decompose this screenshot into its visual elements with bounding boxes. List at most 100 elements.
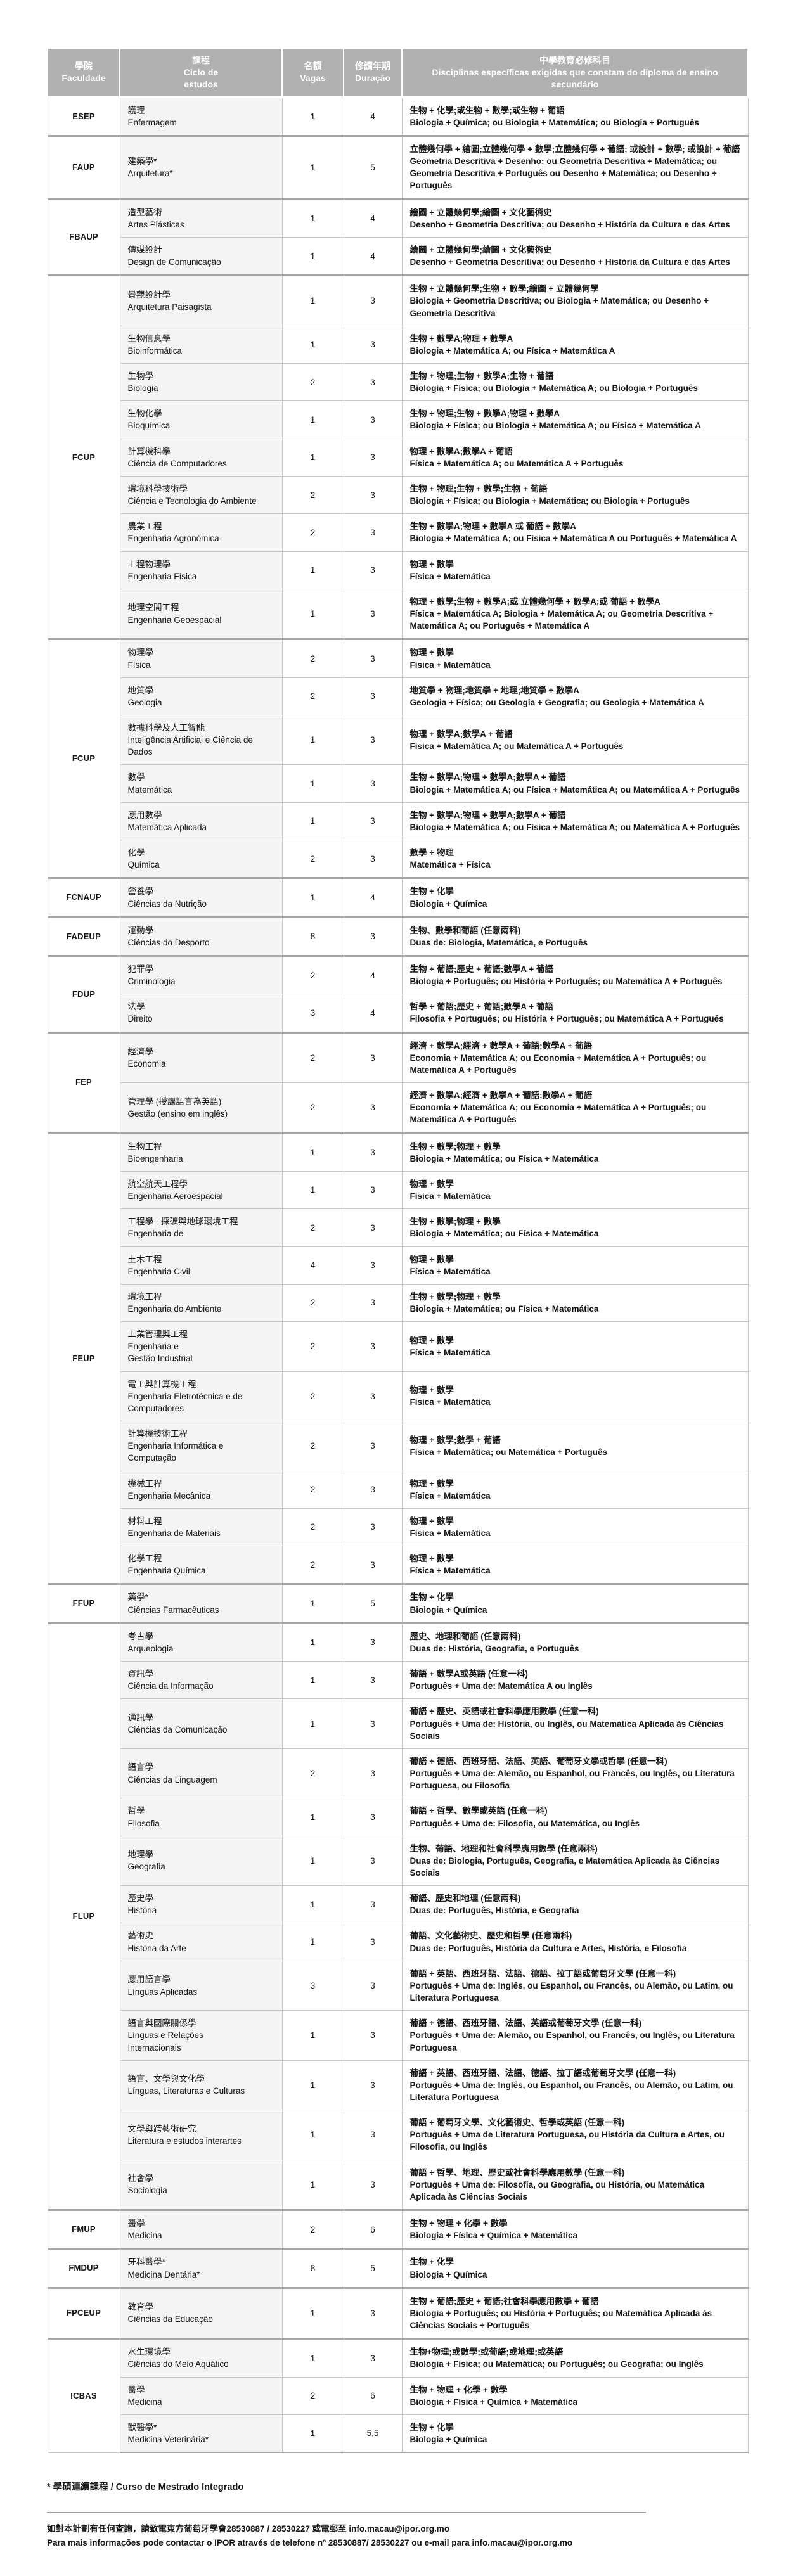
course-cell: 歷史學 História bbox=[119, 1885, 283, 1924]
column-header-faculdade-pt: Faculdade bbox=[61, 73, 106, 84]
column-header-ciclo-pt: Ciclo de estudos bbox=[183, 67, 219, 89]
table-row: 工業管理與工程 Engenharia e Gestão Industrial 2 3 物… bbox=[48, 1321, 749, 1372]
requirements-cell: 葡語、歷史和地理 (任意兩科) Duas de: Português, Histó… bbox=[401, 1885, 749, 1924]
requirements-zh: 生物 + 數學;物理 + 數學 bbox=[409, 1141, 501, 1151]
requirements-zh: 葡語 + 英語、西班牙語、法語、德語、拉丁語或葡萄牙文學 (任意一科) bbox=[409, 1968, 676, 1978]
requirements-pt: Português + Uma de: Filosofia, ou Geogra… bbox=[409, 2179, 705, 2201]
course-name-zh: 工程學 - 採礦與地球環境工程 bbox=[127, 1217, 238, 1227]
course-name-pt: Línguas, Literaturas e Culturas bbox=[127, 2086, 245, 2096]
requirements-pt: Desenho + Geometria Descritiva; ou Desen… bbox=[409, 257, 730, 267]
course-name-zh: 語言學 bbox=[127, 1762, 154, 1772]
requirements-zh: 物理 + 數學 bbox=[409, 1478, 454, 1489]
course-name-pt: Ciências do Meio Aquático bbox=[127, 2359, 229, 2369]
course-name-zh: 數學 bbox=[127, 772, 145, 783]
requirements-pt: Biologia + Matemática A; ou Física + Mat… bbox=[409, 785, 740, 795]
requirements-pt: Física + Matemática bbox=[409, 1397, 491, 1407]
requirements-zh: 生物 + 物理 + 化學 + 數學 bbox=[409, 2219, 508, 2229]
table-row: 藝術史 História da Arte 1 3 葡語、文化藝術史、歷史和哲學 (任意兩… bbox=[48, 1923, 749, 1961]
vagas-cell: 2 bbox=[281, 1371, 344, 1422]
requirements-cell: 生物 + 立體幾何學;生物 + 數學;繪圖 + 立體幾何學 Biologia + … bbox=[401, 274, 749, 326]
requirements-cell: 歷史、地理和葡語 (任意兩科) Duas de: História, Geogra… bbox=[401, 1622, 749, 1662]
column-header-duracao-pt: Duração bbox=[354, 73, 391, 84]
vagas-cell: 1 bbox=[281, 134, 344, 200]
course-name-pt: Direito bbox=[127, 1014, 153, 1024]
requirements-zh: 物理 + 數學 bbox=[409, 1385, 454, 1395]
duracao-cell: 3 bbox=[343, 802, 403, 841]
requirements-zh: 生物 + 化學 bbox=[409, 2257, 454, 2267]
course-name-pt: Inteligência Artificial e Ciência de Dad… bbox=[127, 735, 253, 757]
requirements-zh: 生物 + 立體幾何學;生物 + 數學;繪圖 + 立體幾何學 bbox=[409, 284, 599, 294]
requirements-cell: 葡語、文化藝術史、歷史和哲學 (任意兩科) Duas de: Português,… bbox=[401, 1923, 749, 1961]
requirements-pt: Português + Uma de: Filosofia, ou Matemá… bbox=[409, 1818, 640, 1828]
course-cell: 航空航天工程學 Engenharia Aeroespacial bbox=[119, 1170, 283, 1210]
faculty-cell: FAUP bbox=[47, 134, 120, 200]
vagas-cell: 8 bbox=[281, 2248, 344, 2288]
vagas-cell: 1 bbox=[281, 588, 344, 640]
requirements-pt: Geologia + Física; ou Geologia + Geograf… bbox=[409, 697, 704, 707]
duracao-cell: 3 bbox=[343, 2110, 403, 2160]
course-name-pt: Arquitetura Paisagista bbox=[127, 302, 212, 312]
course-cell: 環境工程 Engenharia do Ambiente bbox=[119, 1283, 283, 1323]
requirements-cell: 物理 + 數學A;數學A + 葡語 Física + Matemática A; … bbox=[401, 438, 749, 477]
table-row: 土木工程 Engenharia Civil 4 3 物理 + 數學 Física + Ma… bbox=[48, 1246, 749, 1285]
requirements-zh: 物理 + 數學 bbox=[409, 1335, 454, 1345]
vagas-cell: 2 bbox=[281, 363, 344, 402]
table-row: 醫學 Medicina 2 6 生物 + 物理 + 化學 + 數學 Biologia + … bbox=[48, 2376, 749, 2415]
course-name-pt: Economia bbox=[127, 1059, 166, 1069]
course-name-pt: Gestão (ensino em inglês) bbox=[127, 1108, 228, 1118]
table-row: 工程物理學 Engenharia Física 1 3 物理 + 數學 Física + … bbox=[48, 551, 749, 589]
course-name-pt: Ciência de Computadores bbox=[127, 458, 227, 468]
course-name-pt: Ciências da Linguagem bbox=[127, 1774, 217, 1785]
requirements-pt: Biologia + Geometria Descritiva; ou Biol… bbox=[409, 296, 709, 318]
vagas-cell: 1 bbox=[281, 1835, 344, 1887]
requirements-cell: 物理 + 數學 Física + Matemática bbox=[401, 551, 749, 589]
requirements-zh: 葡語 + 德語、西班牙語、法語、英語或葡萄牙文學 (任意一科) bbox=[409, 2018, 642, 2028]
vagas-cell: 2 bbox=[281, 2376, 344, 2415]
faculty-cell: FPCEUP bbox=[47, 2286, 120, 2340]
duracao-cell: 3 bbox=[343, 513, 403, 552]
requirements-pt: Biologia + Matemática; ou Física + Matem… bbox=[409, 1229, 599, 1239]
requirements-pt: Física + Matemática bbox=[409, 660, 491, 670]
course-name-zh: 教育學 bbox=[127, 2302, 154, 2312]
course-name-zh: 資訊學 bbox=[127, 1669, 154, 1679]
requirements-cell: 繪圖 + 立體幾何學;繪圖 + 文化藝術史 Desenho + Geometria… bbox=[401, 236, 749, 276]
requirements-zh: 葡語 + 德語、西班牙語、法語、英語、葡萄牙文學或哲學 (任意一科) bbox=[409, 1756, 667, 1766]
course-name-pt: Matemática bbox=[127, 785, 172, 795]
course-name-zh: 藝術史 bbox=[127, 1931, 154, 1941]
requirements-pt: Biologia + Física; ou Biologia + Matemát… bbox=[409, 383, 698, 394]
course-name-pt: Geografia bbox=[127, 1862, 165, 1872]
requirements-zh: 葡語 + 葡萄牙文學、文化藝術史、哲學或英語 (任意一科) bbox=[409, 2118, 625, 2128]
course-name-zh: 應用語言學 bbox=[127, 1975, 171, 1985]
duracao-cell: 3 bbox=[343, 1470, 403, 1509]
requirements-cell: 生物 + 數學A;物理 + 數學A Biologia + Matemática A… bbox=[401, 325, 749, 364]
duracao-cell: 3 bbox=[343, 363, 403, 402]
requirements-pt: Biologia + Matemática A; ou Física + Mat… bbox=[409, 822, 740, 832]
requirements-pt: Física + Matemática bbox=[409, 1347, 491, 1357]
requirements-cell: 生物 + 化學 Biologia + Química bbox=[401, 1583, 749, 1624]
requirements-cell: 葡語 + 英語、西班牙語、法語、德語、拉丁語或葡萄牙文學 (任意一科) Portu… bbox=[401, 2060, 749, 2111]
vagas-cell: 2 bbox=[281, 677, 344, 715]
table-row: 工程學 - 採礦與地球環境工程 Engenharia de 2 3 生物 + 數學;物理… bbox=[48, 1208, 749, 1247]
requirements-zh: 物理 + 數學 bbox=[409, 559, 454, 569]
course-name-pt: História da Arte bbox=[127, 1943, 186, 1953]
course-cell: 水生環境學 Ciências do Meio Aquático bbox=[119, 2338, 283, 2378]
course-name-zh: 醫學 bbox=[127, 2219, 145, 2229]
table-row: 數據科學及人工智能 Inteligência Artificial e Ciênc… bbox=[48, 714, 749, 766]
requirements-cell: 物理 + 數學 Física + Matemática bbox=[401, 638, 749, 678]
duracao-cell: 5,5 bbox=[343, 2414, 403, 2454]
table-row: FDUP 犯罪學 Criminologia 2 4 生物 + 葡語;歷史 + 葡語;數學A… bbox=[47, 955, 749, 1033]
vagas-cell: 1 bbox=[281, 764, 344, 803]
requirements-cell: 哲學 + 葡語;歷史 + 葡語;數學A + 葡語 Filosofia + Port… bbox=[401, 994, 749, 1033]
duracao-cell: 3 bbox=[343, 1960, 403, 2011]
table-row: 環境科學技術學 Ciência e Tecnologia do Ambiente 2… bbox=[48, 475, 749, 515]
requirements-pt: Português + Uma de Literatura Portuguesa… bbox=[409, 2130, 725, 2152]
requirements-pt: Duas de: Português, História, e Geografi… bbox=[409, 1906, 579, 1916]
vagas-cell: 1 bbox=[281, 400, 344, 439]
duracao-cell: 3 bbox=[343, 1835, 403, 1887]
table-row: 語言與國際關係學 Línguas e Relações Internacionai… bbox=[48, 2010, 749, 2061]
requirements-cell: 生物 + 物理;生物 + 數學A;生物 + 葡語 Biologia + Físic… bbox=[401, 363, 749, 402]
course-name-zh: 運動學 bbox=[127, 925, 154, 935]
requirements-cell: 物理 + 數學 Física + Matemática bbox=[401, 1371, 749, 1422]
requirements-zh: 地質學 + 物理;地質學 + 地理;地質學 + 數學A bbox=[409, 685, 579, 695]
vagas-cell: 3 bbox=[281, 994, 344, 1033]
